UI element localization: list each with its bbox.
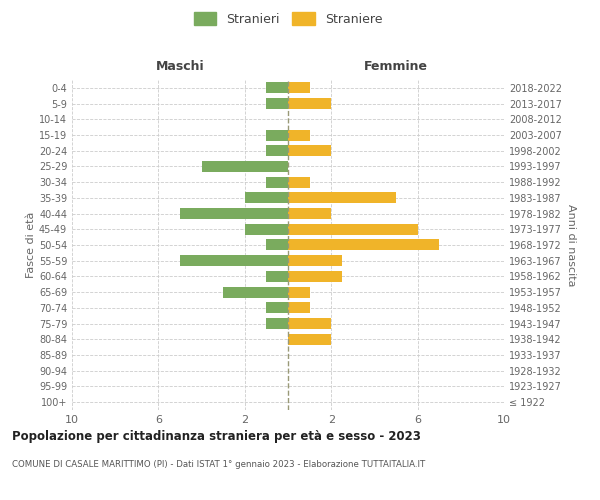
Bar <box>180 255 288 266</box>
Bar <box>245 224 288 235</box>
Bar <box>288 224 418 235</box>
Bar <box>288 318 331 329</box>
Y-axis label: Anni di nascita: Anni di nascita <box>566 204 576 286</box>
Bar <box>288 255 342 266</box>
Legend: Stranieri, Straniere: Stranieri, Straniere <box>189 8 387 31</box>
Bar <box>288 145 331 156</box>
Bar <box>266 145 288 156</box>
Bar <box>180 208 288 219</box>
Bar <box>266 271 288 282</box>
Y-axis label: Fasce di età: Fasce di età <box>26 212 36 278</box>
Text: Femmine: Femmine <box>364 60 428 74</box>
Bar <box>266 302 288 314</box>
Bar <box>266 318 288 329</box>
Bar <box>288 286 310 298</box>
Bar <box>223 286 288 298</box>
Bar <box>266 240 288 250</box>
Bar <box>288 302 310 314</box>
Bar <box>288 82 310 94</box>
Bar <box>266 130 288 140</box>
Bar <box>288 208 331 219</box>
Bar <box>202 161 288 172</box>
Bar <box>266 98 288 109</box>
Text: Maschi: Maschi <box>155 60 205 74</box>
Bar <box>266 176 288 188</box>
Bar <box>288 98 331 109</box>
Bar <box>288 334 331 345</box>
Bar <box>266 82 288 94</box>
Bar <box>288 271 342 282</box>
Bar <box>288 192 396 203</box>
Text: COMUNE DI CASALE MARITTIMO (PI) - Dati ISTAT 1° gennaio 2023 - Elaborazione TUTT: COMUNE DI CASALE MARITTIMO (PI) - Dati I… <box>12 460 425 469</box>
Bar <box>288 176 310 188</box>
Bar <box>245 192 288 203</box>
Bar <box>288 130 310 140</box>
Bar <box>288 240 439 250</box>
Text: Popolazione per cittadinanza straniera per età e sesso - 2023: Popolazione per cittadinanza straniera p… <box>12 430 421 443</box>
